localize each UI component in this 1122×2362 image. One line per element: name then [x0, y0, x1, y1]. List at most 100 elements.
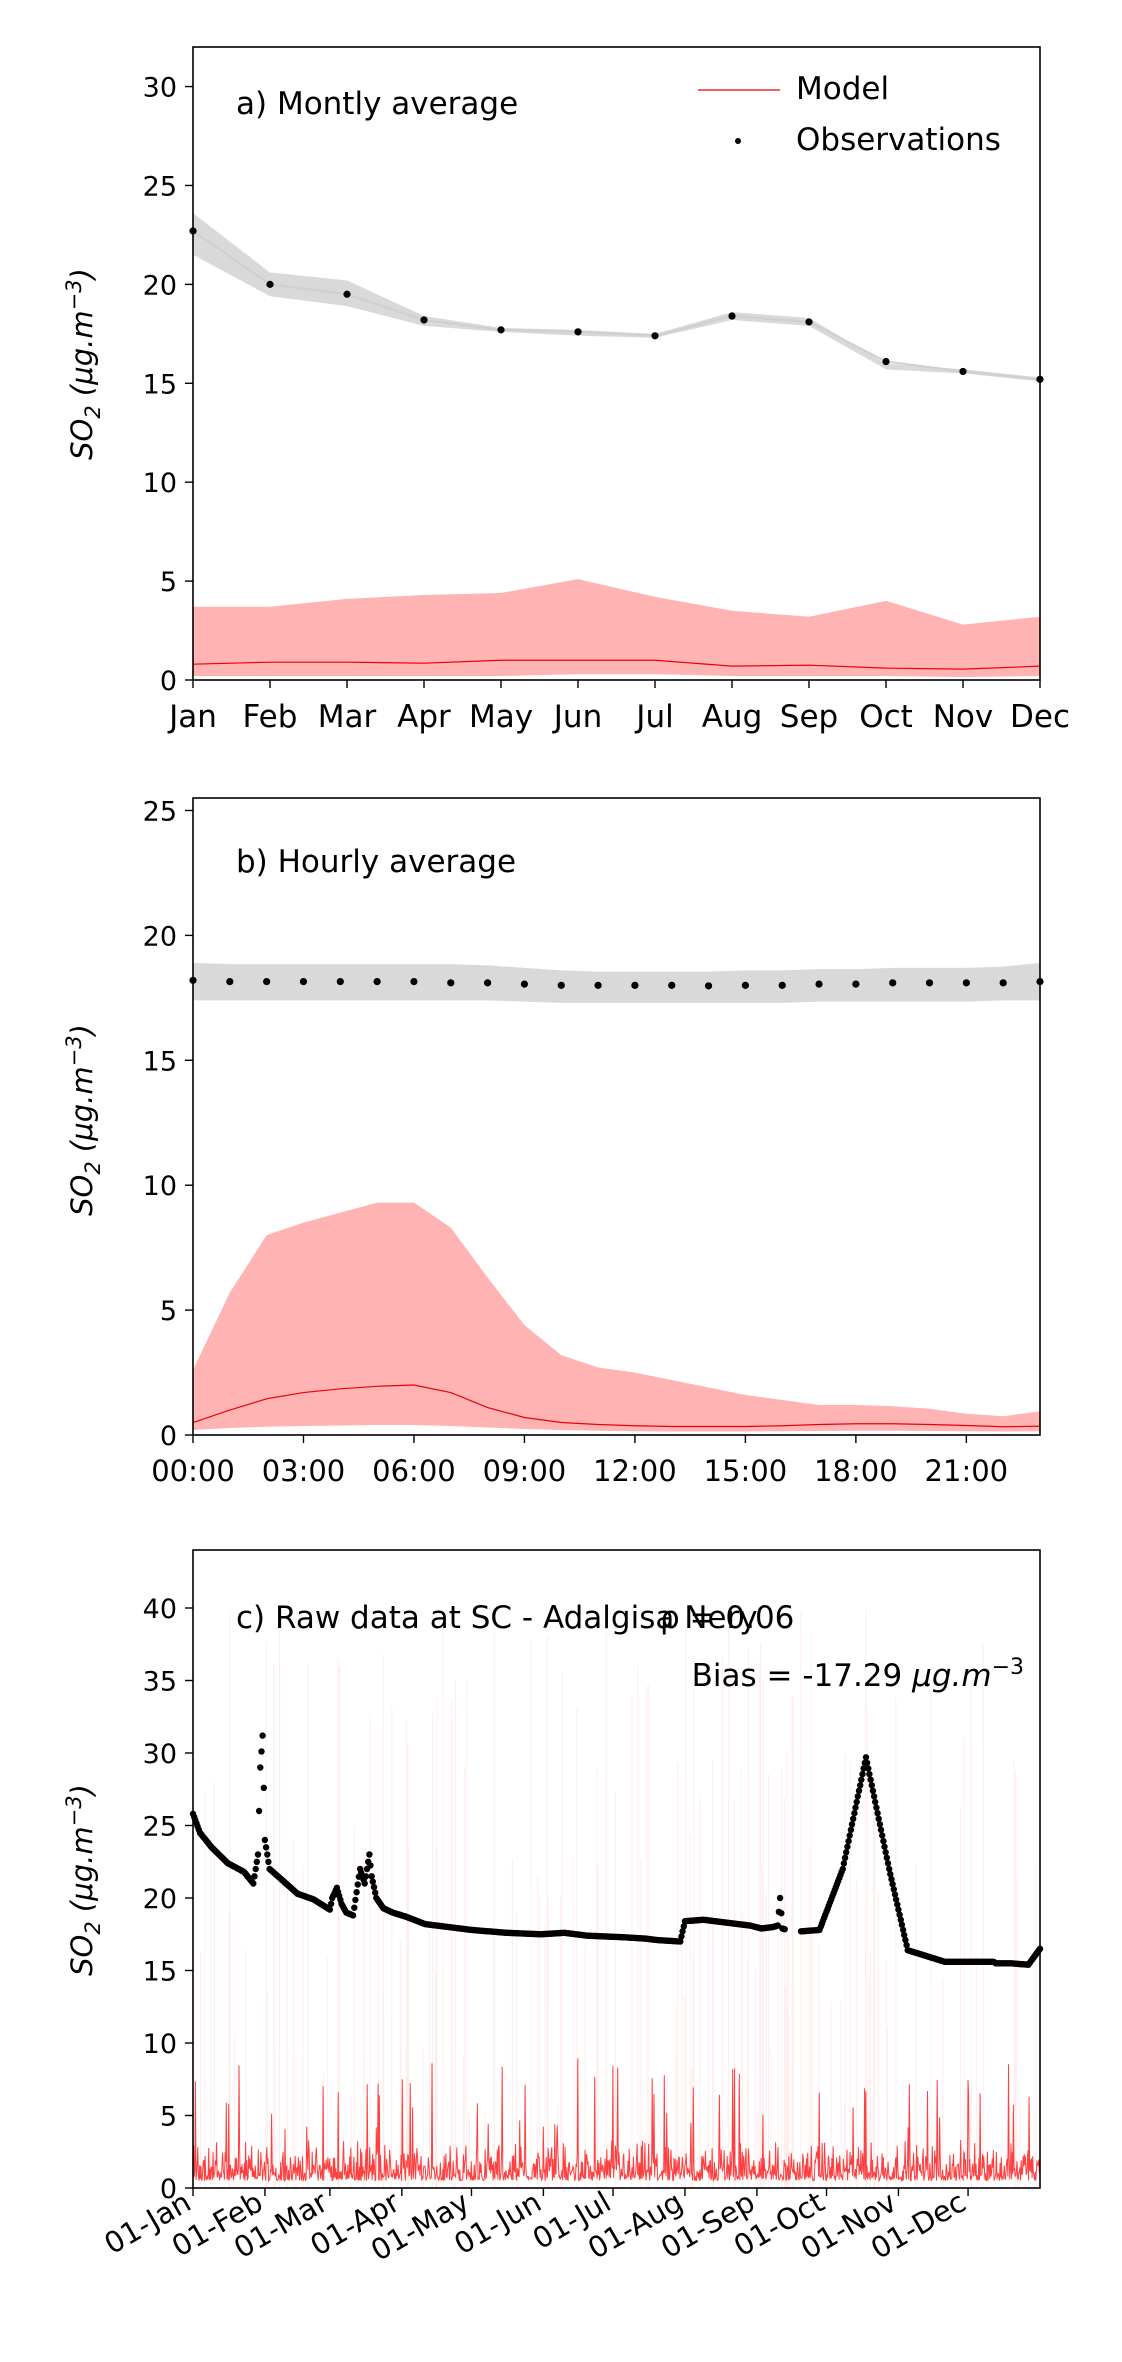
panel-a-observation-points [189, 227, 1044, 383]
panel-b-xtick-label-5: 15:00 [704, 1454, 788, 1488]
panel-c-observation-point-580 [877, 1826, 885, 1834]
panel-b-observation-point-2 [263, 978, 271, 986]
panel-c-observation-point-601 [902, 1936, 909, 1944]
panel-c-observation-point-62 [261, 1836, 269, 1844]
panel-b-observation-point-20 [925, 979, 934, 987]
panel-b-observation-point-18 [852, 980, 860, 988]
panel-a-xtick-label-3: Apr [397, 699, 451, 735]
panel-a-legend: Model Observations [698, 71, 1001, 158]
panel-c-observation-point-149 [362, 1873, 370, 1880]
panel-b-ytick-label-4: 20 [143, 921, 177, 952]
panel-a-y-ticks: 0 5 10 15 20 25 30 [143, 73, 193, 697]
panel-c-observation-point-154 [368, 1873, 375, 1880]
panel-b-xtick-label-7: 21:00 [925, 1454, 1009, 1488]
panel-c-observation-point-139 [351, 1904, 358, 1911]
panel-b-frame [192, 797, 1041, 1436]
panel-b-observation-point-4 [336, 978, 344, 986]
panel-c-observation-point-157 [372, 1889, 379, 1896]
panel-c-observation-point-558 [852, 1804, 859, 1811]
panel-c-observation-point-142 [354, 1881, 361, 1888]
panel-c-observation-point-421 [678, 1933, 685, 1940]
panel-a-ytick-label-6: 30 [143, 73, 177, 104]
panel-b-observation-point-7 [447, 979, 455, 987]
panel-b-y-ticks: 0 5 10 15 20 25 [143, 796, 193, 1452]
panel-c-observation-point-141 [353, 1889, 360, 1896]
panel-a-observation-point-2 [343, 290, 351, 298]
panel-c-observation-point-53 [251, 1873, 258, 1880]
panel-a-xtick-label-8: Sep [780, 699, 838, 735]
panel-c-y-ticks: 0 5 10 15 20 25 30 35 40 [143, 1594, 193, 2205]
panel-b-observation-point-21 [962, 979, 970, 987]
panel-c-ytick-label-0: 0 [160, 2174, 177, 2205]
panel-b-xtick-label-6: 18:00 [814, 1454, 898, 1488]
panel-b-model-band [193, 1202, 1040, 1432]
panel-c-observation-point-586 [884, 1860, 892, 1867]
panel-c-ytick-label-4: 20 [143, 1884, 177, 1915]
panel-c-observation-point-564 [859, 1770, 866, 1778]
panel-a-xtick-label-0: Jan [167, 699, 217, 735]
panel-b-observation-point-13 [668, 981, 676, 989]
panel-b-ytick-label-1: 5 [160, 1296, 177, 1327]
panel-a-xtick-label-10: Nov [933, 699, 994, 735]
panel-c-observation-point-55 [253, 1858, 260, 1866]
panel-c-observation-point-593 [892, 1896, 900, 1903]
panel-c-model-line [192, 2058, 1041, 2183]
panel-a-observation-point-10 [959, 367, 967, 376]
panel-c-observation-point-140 [352, 1896, 359, 1904]
panel-c-observation-point-510 [781, 1926, 788, 1933]
panel-a-model-band [193, 579, 1040, 678]
panel-c-observation-point-602 [903, 1941, 910, 1949]
panel-c-observation-point-504 [774, 1922, 781, 1929]
panel-c-observation-point-550 [843, 1849, 850, 1856]
panel-c-observation-point-562 [857, 1782, 864, 1789]
panel-a-xtick-label-1: Feb [243, 699, 298, 735]
panel-a-ytick-label-1: 5 [160, 567, 177, 598]
panel-b-observation-point-1 [226, 978, 234, 986]
panel-c-observation-point-574 [870, 1793, 878, 1800]
panel-c-observation-point-422 [679, 1928, 686, 1935]
panel-c-observation-point-61 [260, 1784, 267, 1792]
panel-a-xtick-label-9: Oct [859, 699, 913, 735]
panel-b-bands [193, 962, 1040, 1432]
panel-b-observation-points [189, 976, 1044, 990]
panel-c-observation-point-568 [863, 1759, 871, 1767]
panel-c-observation-point-571 [867, 1776, 874, 1783]
panel-c-observation-point-52 [250, 1880, 257, 1887]
panel-c-observation-point-570 [866, 1770, 873, 1778]
panel-c-ytick-label-2: 10 [143, 2029, 177, 2060]
panel-b-xtick-label-2: 06:00 [372, 1454, 456, 1488]
panel-c-observation-point-598 [898, 1921, 906, 1929]
panel-b-observation-point-9 [520, 980, 529, 988]
panel-c-observation-point-581 [879, 1832, 886, 1839]
legend-observations-label: Observations [796, 122, 1001, 158]
panel-c-observation-point-553 [846, 1832, 853, 1839]
panel-c-observation-point-578 [875, 1815, 882, 1823]
panel-a-ytick-label-5: 25 [143, 171, 177, 202]
panel-c-observation-point-152 [366, 1851, 373, 1858]
panel-a-observation-point-5 [574, 328, 582, 336]
panel-a-observations-band [193, 213, 1040, 382]
panel-c-label: c) Raw data at SC - Adalgisa Nery [236, 1600, 758, 1636]
panel-a-observation-point-3 [420, 316, 428, 324]
panel-c-observation-point-577 [874, 1810, 881, 1817]
panel-c-observation-point-148 [361, 1880, 368, 1887]
panel-c-observation-point-582 [880, 1837, 887, 1845]
panel-c-observation-point-565 [860, 1765, 867, 1772]
panel-c-observation-point-569 [865, 1765, 872, 1772]
panel-a-ytick-label-3: 15 [143, 369, 177, 400]
panel-c-observation-point-155 [369, 1878, 376, 1885]
panel-c-ytick-label-5: 25 [143, 1812, 177, 1843]
panel-a-y-axis-label: SO2 (μg.m−3) [62, 268, 105, 460]
panel-a-xtick-label-5: Jun [552, 699, 602, 735]
panel-c-observation-point-549 [841, 1854, 849, 1862]
panel-c-observation-point-567 [862, 1754, 870, 1761]
panel-c-rho: ρ = 0.06 [660, 1600, 794, 1636]
panel-b-x-ticks: 00:00 03:00 06:00 09:00 12:00 15:00 18:00 21:00 [151, 1435, 1008, 1488]
panel-c-x-ticks: 01-Jan01-Feb01-Mar01-Apr01-May01-Jun01-J… [98, 2185, 971, 2268]
panel-c-ytick-label-1: 5 [160, 2102, 177, 2133]
panel-c-observation-point-561 [855, 1787, 863, 1795]
panel-c-observation-point-138 [349, 1912, 357, 1919]
panel-b-observation-point-22 [999, 979, 1007, 987]
panel-a-ytick-label-0: 0 [160, 666, 177, 697]
panel-b-hourly-average: 0 5 10 15 20 25 00:00 03:00 06:00 09:00 12:00 15:0… [62, 796, 1044, 1488]
